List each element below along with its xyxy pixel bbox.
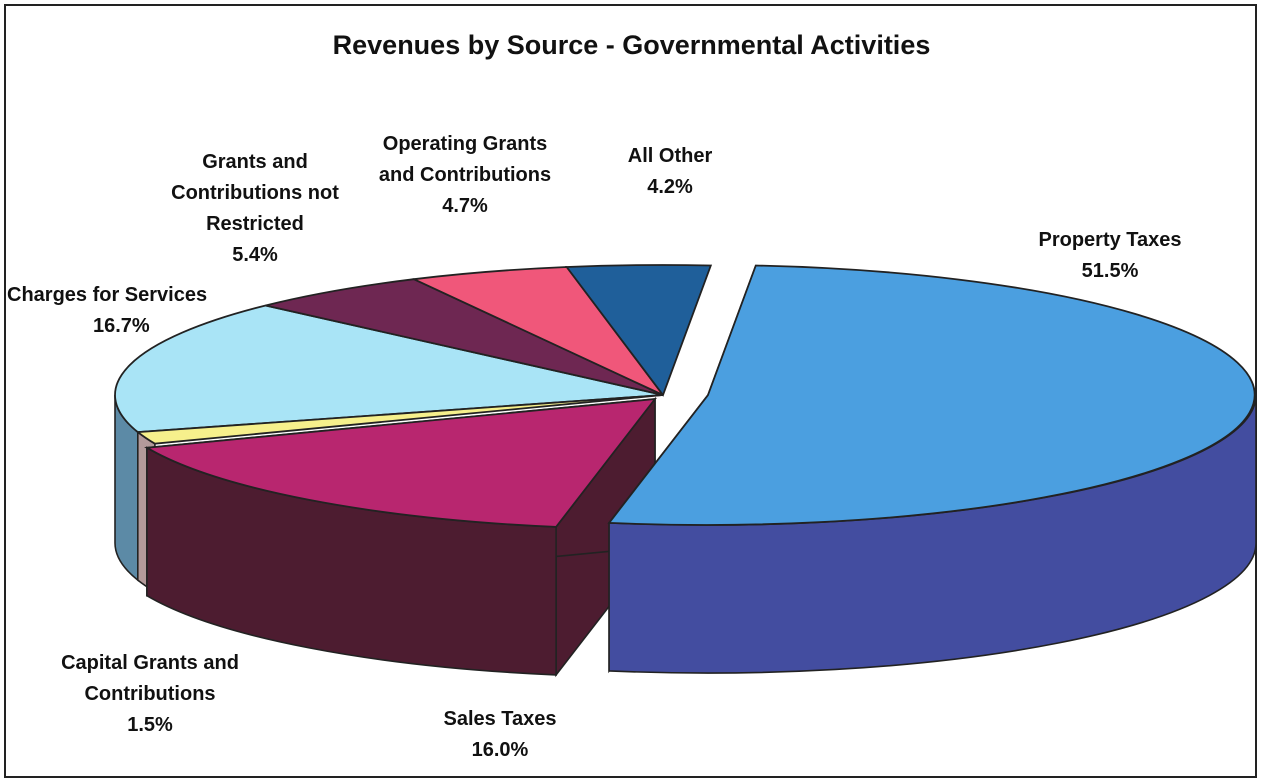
label-sales-taxes-pct: 16.0% (471, 739, 529, 761)
label-all-other-pct: 4.2% (647, 176, 693, 198)
label-charges-pct: 16.7% (93, 315, 150, 337)
pie-slice-operating-grants-and-contributions (410, 266, 664, 396)
label-grants-not-restricted-line3: Restricted (206, 213, 304, 235)
pie-slice-property-taxes (607, 264, 1256, 526)
label-all-other-name: All Other (627, 145, 713, 167)
label-grants-not-restricted: Grants and Contributions not Restricted … (171, 147, 339, 271)
pie-slice-sales-taxes (144, 397, 657, 528)
chart-title: Revenues by Source - Governmental Activi… (332, 30, 931, 60)
label-operating-grants-line1: Operating Grants (382, 133, 548, 155)
label-operating-grants-line2: and Contributions (378, 164, 552, 186)
label-operating-grants-pct: 4.7% (442, 195, 488, 217)
label-grants-not-restricted-pct: 5.4% (232, 244, 278, 266)
label-operating-grants: Operating Grants and Contributions 4.7% (379, 129, 551, 222)
label-property-taxes-name: Property Taxes (1038, 229, 1182, 251)
label-charges-name: Charges for Services (7, 284, 208, 306)
pie-slice-capital-grants-and-contributions (135, 394, 664, 445)
label-sales-taxes: Sales Taxes 16.0% (443, 704, 556, 766)
label-property-taxes-pct: 51.5% (1081, 260, 1139, 282)
label-all-other: All Other 4.2% (628, 141, 712, 203)
label-capital-grants: Capital Grants and Contributions 1.5% (61, 648, 239, 741)
label-capital-grants-pct: 1.5% (127, 714, 173, 736)
label-charges-for-services: Charges for Services 16.7% (7, 280, 207, 342)
pie-slice-charges-for-services (114, 304, 664, 434)
label-sales-taxes-name: Sales Taxes (443, 708, 557, 730)
pie-slice-grants-and-contributions-not-restricted (265, 278, 664, 396)
pie-slice-all-other (564, 264, 713, 397)
label-capital-grants-line1: Capital Grants and (61, 652, 239, 674)
label-property-taxes: Property Taxes 51.5% (1038, 225, 1181, 287)
label-capital-grants-line2: Contributions (84, 683, 216, 705)
label-grants-not-restricted-line1: Grants and (202, 151, 308, 173)
label-grants-not-restricted-line2: Contributions not (171, 182, 339, 204)
